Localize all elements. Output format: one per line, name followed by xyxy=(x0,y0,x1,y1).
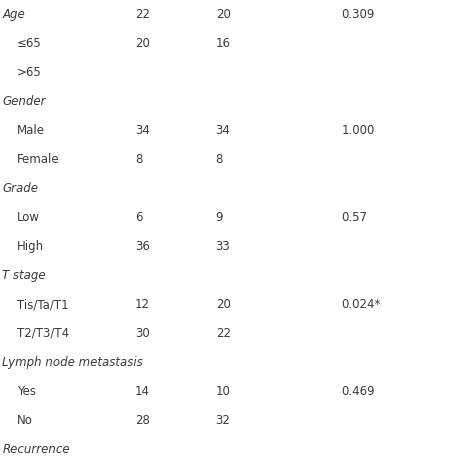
Text: 34: 34 xyxy=(216,124,230,137)
Text: 20: 20 xyxy=(135,37,150,50)
Text: 20: 20 xyxy=(216,8,230,21)
Text: 9: 9 xyxy=(216,211,223,224)
Text: 8: 8 xyxy=(135,153,143,166)
Text: 0.024*: 0.024* xyxy=(341,298,381,311)
Text: 30: 30 xyxy=(135,327,150,340)
Text: Age: Age xyxy=(2,8,25,21)
Text: Tis/Ta/T1: Tis/Ta/T1 xyxy=(17,298,68,311)
Text: 20: 20 xyxy=(216,298,230,311)
Text: T stage: T stage xyxy=(2,269,46,282)
Text: 8: 8 xyxy=(216,153,223,166)
Text: Grade: Grade xyxy=(2,182,38,195)
Text: Yes: Yes xyxy=(17,385,36,398)
Text: 0.309: 0.309 xyxy=(341,8,374,21)
Text: Gender: Gender xyxy=(2,95,46,108)
Text: Recurrence: Recurrence xyxy=(2,443,70,456)
Text: T2/T3/T4: T2/T3/T4 xyxy=(17,327,69,340)
Text: Male: Male xyxy=(17,124,45,137)
Text: No: No xyxy=(17,414,32,427)
Text: 22: 22 xyxy=(216,327,231,340)
Text: 22: 22 xyxy=(135,8,150,21)
Text: Lymph node metastasis: Lymph node metastasis xyxy=(2,356,143,369)
Text: 33: 33 xyxy=(216,240,230,253)
Text: 0.57: 0.57 xyxy=(341,211,367,224)
Text: 10: 10 xyxy=(216,385,230,398)
Text: ≤65: ≤65 xyxy=(17,37,41,50)
Text: >65: >65 xyxy=(17,66,41,79)
Text: 16: 16 xyxy=(216,37,231,50)
Text: 12: 12 xyxy=(135,298,150,311)
Text: 6: 6 xyxy=(135,211,143,224)
Text: Low: Low xyxy=(17,211,40,224)
Text: 1.000: 1.000 xyxy=(341,124,374,137)
Text: 34: 34 xyxy=(135,124,150,137)
Text: 14: 14 xyxy=(135,385,150,398)
Text: Female: Female xyxy=(17,153,59,166)
Text: 0.469: 0.469 xyxy=(341,385,375,398)
Text: 32: 32 xyxy=(216,414,230,427)
Text: High: High xyxy=(17,240,44,253)
Text: 36: 36 xyxy=(135,240,150,253)
Text: 28: 28 xyxy=(135,414,150,427)
